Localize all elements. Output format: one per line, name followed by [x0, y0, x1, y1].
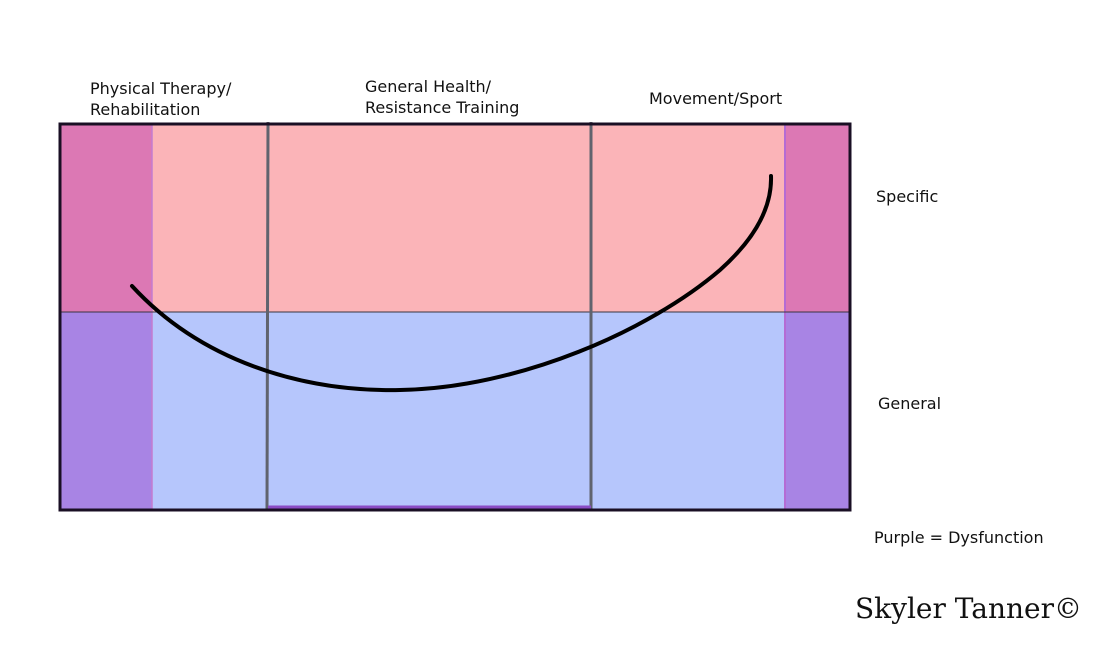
column-label-line: Movement/Sport — [649, 89, 783, 108]
legend-dysfunction: Purple = Dysfunction — [874, 528, 1044, 547]
column-label-movement-sport: Movement/Sport — [649, 88, 782, 109]
dysfunction-band-right-specific — [785, 124, 850, 312]
column-label-line: General Health/ — [365, 77, 492, 96]
column-label-line: Physical Therapy/ — [90, 79, 232, 98]
column-divider-left — [265, 121, 270, 511]
author-signature: Skyler Tanner© — [855, 592, 1082, 625]
column-label-general-health: General Health/ Resistance Training — [365, 76, 519, 118]
diagram-frame — [58, 122, 852, 512]
dysfunction-band-left-specific — [60, 124, 152, 312]
column-label-line: Resistance Training — [365, 98, 520, 117]
row-label-general: General — [878, 394, 942, 413]
general-zone — [60, 312, 850, 510]
column-label-line: Rehabilitation — [90, 100, 201, 119]
progression-curve — [130, 174, 774, 393]
specific-zone — [60, 124, 850, 312]
column-label-physical-therapy: Physical Therapy/ Rehabilitation — [90, 78, 231, 120]
dysfunction-band-right-general — [785, 312, 850, 510]
dysfunction-band-left-general — [60, 312, 152, 510]
row-label-specific: Specific — [876, 187, 939, 206]
